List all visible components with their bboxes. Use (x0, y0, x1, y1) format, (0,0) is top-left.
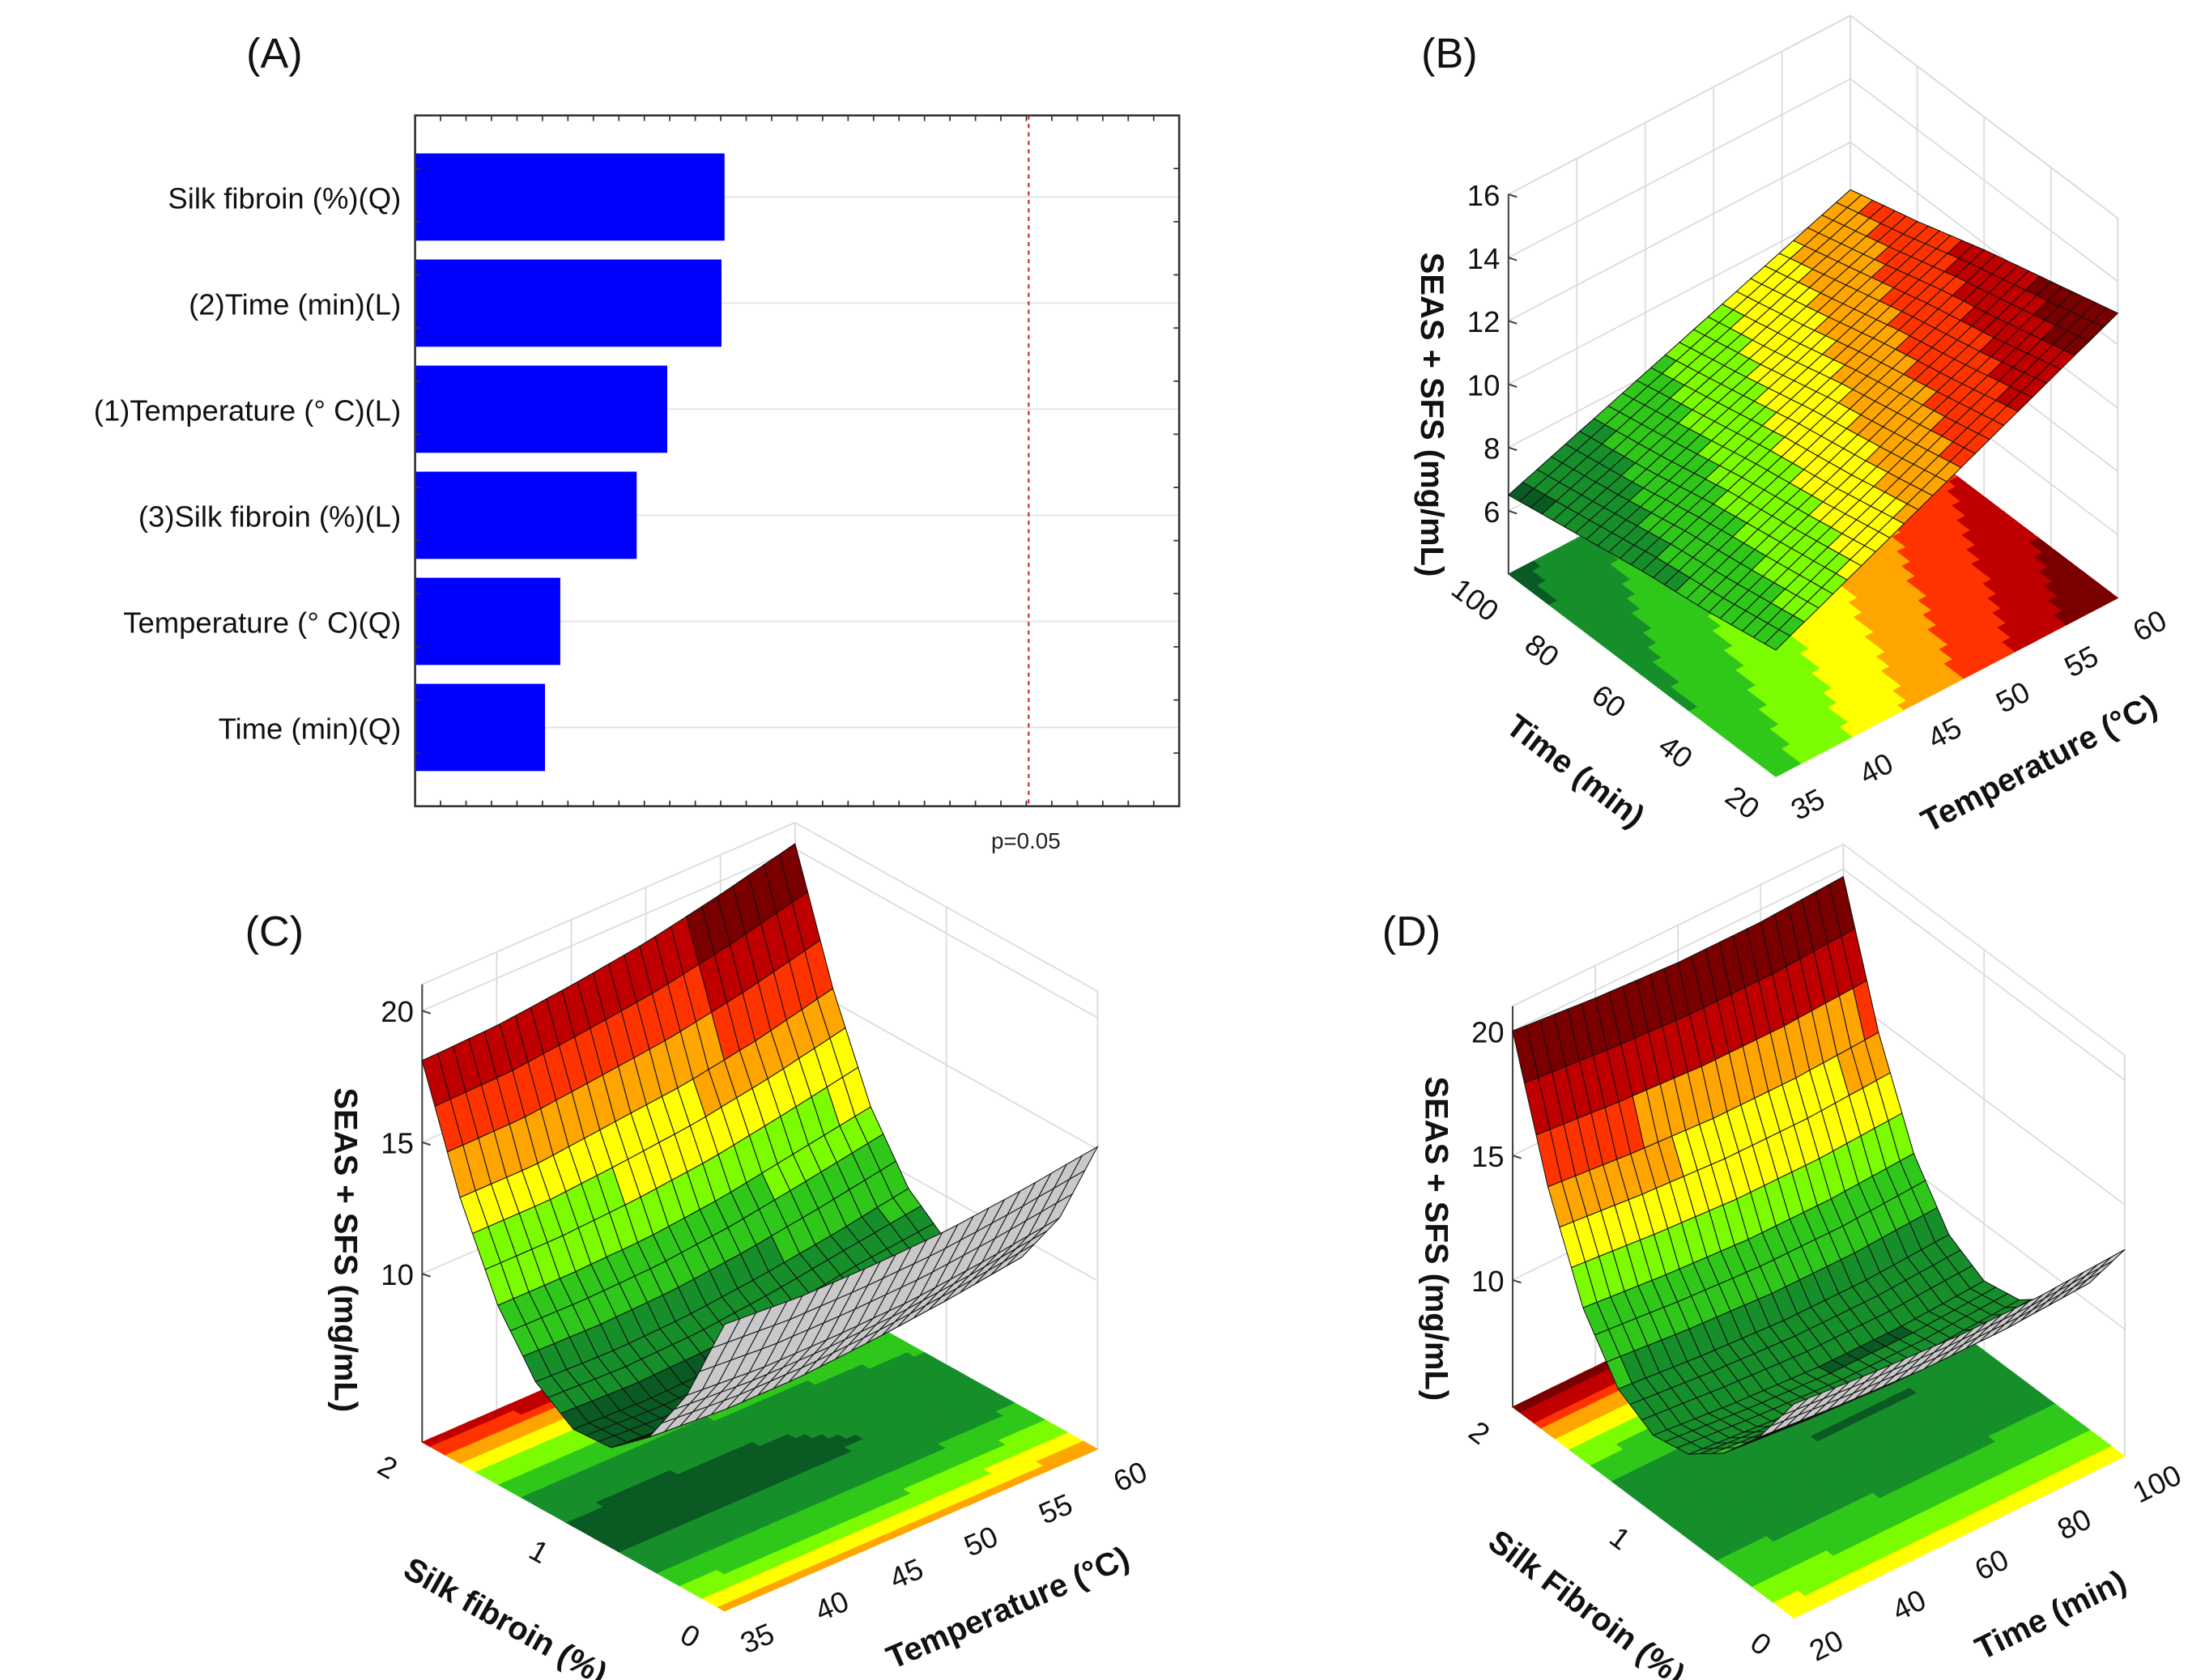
panel-label-a: (A) (246, 30, 302, 77)
panel-label-c: (C) (245, 908, 304, 955)
category-label: (2)Time (min)(L) (189, 287, 401, 321)
z-tick-label: 14 (1467, 242, 1501, 275)
x-tick-label: 55 (2059, 639, 2104, 683)
z-axis-title: SEAS + SFS (mg/mL) (328, 1087, 364, 1412)
tick-mark (1508, 509, 1518, 515)
category-label: Temperature (° C)(Q) (123, 606, 401, 639)
y-tick-label: 40 (1653, 729, 1699, 775)
tick-mark (1508, 446, 1518, 452)
bar (415, 577, 560, 666)
x-tick-label: 45 (885, 1552, 929, 1596)
bar (415, 153, 725, 241)
category-label: (3)Silk fibroin (%)(L) (138, 500, 401, 533)
z-tick-label: 16 (1467, 179, 1501, 212)
z-tick-label: 8 (1483, 432, 1500, 466)
y-tick-label: 80 (1519, 627, 1565, 674)
x-tick-label: 45 (1922, 711, 1967, 755)
y-tick-label: 100 (1445, 572, 1505, 627)
gridline (1508, 15, 2118, 219)
y-tick-label: 20 (1719, 779, 1765, 825)
z-tick-label: 20 (1471, 1015, 1505, 1048)
y-tick-label: 0 (675, 1618, 706, 1655)
ticks (414, 114, 1181, 807)
x-tick-label: 40 (810, 1584, 853, 1628)
tick-mark (1508, 257, 1518, 262)
bar (415, 683, 546, 772)
panel-a-pareto-chart: (A) Silk fibroin (%)(Q) (2)Time (min)(L) (… (94, 30, 1181, 853)
bar (415, 471, 637, 559)
z-axis (1512, 1006, 1522, 1407)
gridline (1508, 78, 2118, 283)
x-tick-label: 50 (1990, 674, 2035, 719)
panel-b-surface-plot: (B) 6 8 10 12 14 16 35 40 45 50 55 60 20 40 60 80 100 Tem… (1414, 15, 2172, 840)
tick-mark (1508, 320, 1518, 325)
x-axis-title: Temperature (°C) (881, 1540, 1134, 1676)
z-axis-title: SEAS + SFS (mg/mL) (1414, 253, 1449, 577)
x-tick-label: 35 (1786, 782, 1830, 827)
tick-mark (421, 1273, 432, 1278)
category-label: Silk fibroin (%)(Q) (168, 181, 401, 215)
x-axis-title: Temperature (°C) (1916, 687, 2163, 840)
z-tick-label: 20 (381, 995, 414, 1028)
panel-label-b: (B) (1421, 30, 1477, 77)
x-tick-label: 55 (1034, 1487, 1078, 1531)
wall-edge (1508, 15, 2118, 219)
z-tick-label: 10 (1467, 368, 1501, 402)
z-tick-label: 12 (1467, 305, 1501, 338)
panel-c-surface-plot: (C) 10 15 20 35 40 45 50 55 60 0 1 2 Temperature (°C… (245, 821, 1152, 1680)
panel-label-d: (D) (1382, 908, 1441, 955)
tick-mark (1512, 1155, 1522, 1159)
y-tick-label: 1 (524, 1533, 555, 1570)
response-surface (1507, 189, 2119, 651)
category-label: (1)Temperature (° C)(L) (94, 393, 402, 427)
x-tick-label: 60 (2127, 603, 2172, 648)
bar (415, 365, 668, 453)
bar (415, 259, 722, 347)
z-tick-label: 15 (381, 1127, 414, 1160)
y-axis-title: Time (min) (1500, 708, 1651, 835)
p-value-label: p=0.05 (991, 828, 1061, 853)
z-tick-label: 15 (1471, 1140, 1505, 1173)
z-axis (421, 984, 432, 1443)
z-tick-label: 10 (381, 1258, 414, 1291)
z-tick-label: 6 (1483, 495, 1500, 529)
x-tick-label: 60 (1109, 1455, 1152, 1499)
tick-mark (421, 1010, 432, 1014)
tick-mark (1508, 383, 1518, 388)
plot-3d: 6 8 10 12 14 16 35 40 45 50 55 60 20 40 60 80 100 (1445, 15, 2172, 827)
category-label: Time (min)(Q) (219, 712, 402, 745)
plot-3d: 10 15 20 35 40 45 50 55 60 0 1 2 (372, 821, 1152, 1661)
y-axis-title: Silk fibroin (%) (398, 1550, 613, 1680)
tick-mark (421, 1141, 432, 1146)
x-tick-label: 40 (1854, 746, 1898, 791)
x-tick-label: 35 (735, 1617, 779, 1661)
y-tick-label: 2 (372, 1448, 403, 1486)
z-tick-label: 10 (1471, 1265, 1505, 1298)
z-axis (1507, 193, 1518, 575)
tick-mark (1512, 1278, 1522, 1284)
bars: Silk fibroin (%)(Q) (2)Time (min)(L) (1)Te… (94, 153, 725, 772)
x-tick-label: 50 (960, 1520, 1003, 1563)
y-tick-label: 60 (1586, 678, 1632, 724)
tick-mark (1508, 193, 1518, 198)
